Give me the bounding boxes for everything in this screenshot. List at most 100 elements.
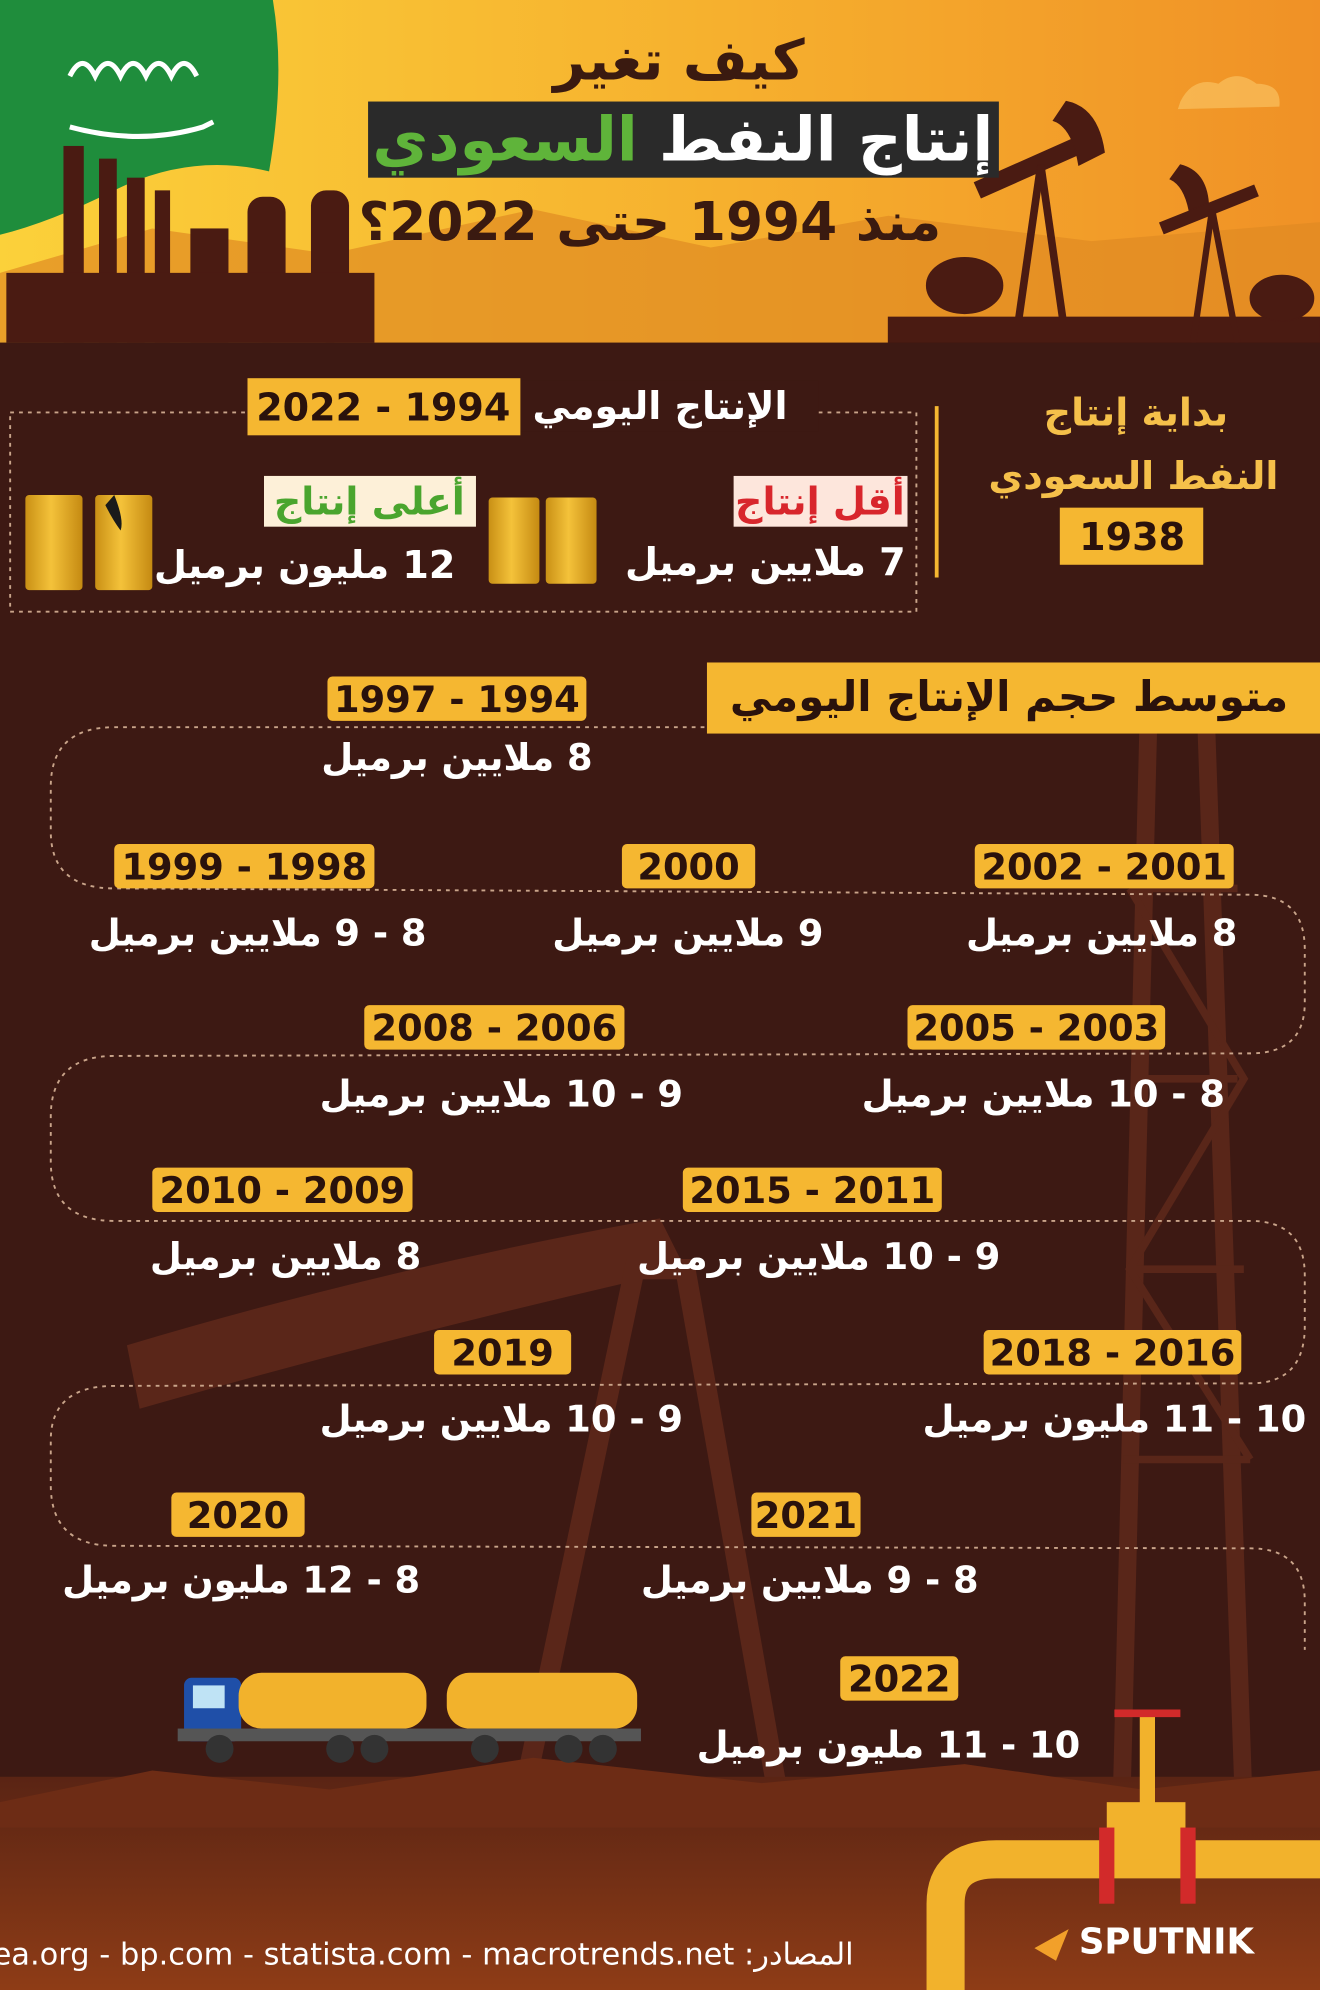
- period-box: [434, 1330, 572, 1375]
- tanker-truck: [177, 1672, 641, 1763]
- tanker-truck-part: [205, 1734, 234, 1763]
- highest-label: أعلى إنتاج: [274, 476, 465, 524]
- lowest-label: أقل إنتاج: [735, 476, 905, 524]
- period: 2021: [755, 1494, 857, 1537]
- start-label: النفط السعودي: [988, 454, 1278, 498]
- flag-part: [69, 119, 215, 139]
- period-box: [114, 843, 375, 889]
- barrels-part: [25, 494, 83, 591]
- period: 2001 - 2002: [981, 845, 1227, 888]
- tanker-truck-part: [588, 1734, 617, 1763]
- tanker-truck-part: [470, 1734, 499, 1763]
- tanker-truck-part: [360, 1734, 389, 1763]
- period-box: [840, 1656, 959, 1701]
- pump-jacks-part: [1249, 274, 1315, 322]
- amount: 9 - 10 ملايين برميل: [320, 1072, 683, 1115]
- title-box: [368, 101, 999, 178]
- period-box: [907, 1005, 1166, 1050]
- sources: المصادر: iea.org - bp.com - statista.com…: [0, 1937, 854, 1972]
- tanker-truck-part: [177, 1728, 641, 1742]
- barrels-part: [105, 494, 122, 531]
- amount: 8 - 9 ملايين برميل: [89, 911, 427, 954]
- body-background-part: [472, 1258, 823, 1990]
- amount: 10 - 11 مليون برميل: [923, 1397, 1307, 1440]
- pump-jacks-part: [1011, 164, 1045, 344]
- pump-jacks-part: [973, 131, 1096, 199]
- timeline: 1994 - 1997 8 ملايين برميل 2001 - 2002 8 مل…: [62, 676, 1307, 1767]
- title-highlight: السعودي: [372, 104, 637, 175]
- body-background: [0, 342, 1320, 1990]
- daily-period: 1994 - 2022: [256, 385, 510, 429]
- title-line-3: منذ 1994 حتى 2022؟: [358, 191, 941, 253]
- tanker-truck-part: [192, 1685, 225, 1709]
- period-box: [751, 1492, 861, 1537]
- tanker-truck-part: [238, 1672, 427, 1729]
- barrels-part: [488, 497, 540, 584]
- barrels: [25, 494, 597, 591]
- pump-jacks-part: [887, 316, 1320, 344]
- period: 2020: [187, 1494, 289, 1537]
- start-label: بداية إنتاج: [1044, 390, 1229, 435]
- amount: 9 - 10 ملايين برميل: [637, 1235, 1000, 1278]
- logo-mark: [1034, 1929, 1069, 1961]
- pipeline: [926, 1709, 1320, 1990]
- lowest-label-box: [733, 475, 908, 527]
- daily-title-bg: [514, 380, 819, 432]
- pipeline-part: [1099, 1827, 1115, 1904]
- average-title: متوسط حجم الإنتاج اليومي: [730, 672, 1288, 722]
- refinery-silhouette-part: [6, 272, 375, 343]
- amount: 8 ملايين برميل: [150, 1235, 421, 1278]
- pipeline-part: [1180, 1827, 1196, 1904]
- header-background-part: [1177, 76, 1280, 110]
- pump-jacks: [887, 100, 1320, 344]
- pump-jacks-part: [1189, 208, 1216, 344]
- barrels-part: [95, 494, 153, 591]
- average-title-box: [706, 662, 1320, 734]
- pump-jacks-part: [1169, 164, 1209, 212]
- period: 2000: [637, 845, 739, 888]
- period-box: [974, 843, 1234, 889]
- amount: 9 - 10 ملايين برميل: [320, 1397, 683, 1440]
- period-box: [364, 1005, 625, 1050]
- barrels-part: [545, 497, 597, 584]
- tanker-truck-part: [446, 1672, 638, 1729]
- period: 1994 - 1997: [334, 678, 580, 721]
- tanker-truck-part: [326, 1734, 355, 1763]
- period-box: [171, 1492, 305, 1537]
- highest-label-box: [264, 475, 476, 527]
- body-background-part: [0, 1757, 1320, 1828]
- start-year: 1938: [1079, 515, 1185, 559]
- period: 2006 - 2008: [371, 1006, 617, 1049]
- title-line-1: كيف تغير: [550, 28, 805, 93]
- title-line-2: إنتاج النفط السعودي: [372, 104, 993, 175]
- amount: 8 ملايين برميل: [966, 911, 1237, 954]
- lowest-amount: 7 ملايين برميل: [625, 540, 906, 584]
- daily-title: الإنتاج اليومي: [532, 384, 787, 428]
- period-box: [327, 676, 587, 721]
- amount: 8 - 12 مليون برميل: [62, 1559, 420, 1602]
- sources-label: المصادر:: [744, 1937, 854, 1972]
- period: 2022: [848, 1658, 950, 1701]
- tanker-truck-part: [554, 1734, 583, 1763]
- amount: 9 ملايين برميل: [552, 911, 823, 954]
- flag-part: [67, 60, 200, 82]
- period: 2009 - 2010: [160, 1169, 406, 1212]
- period: 2016 - 2018: [990, 1331, 1236, 1374]
- period-box: [621, 843, 756, 889]
- sources-list: iea.org - bp.com - statista.com - macrot…: [0, 1937, 734, 1972]
- period: 2003 - 2005: [913, 1006, 1159, 1049]
- amount: 8 - 9 ملايين برميل: [641, 1559, 979, 1602]
- highest-amount: 12 مليون برميل: [154, 543, 456, 587]
- logo: SPUTNIK: [1079, 1921, 1256, 1962]
- period-box: [152, 1167, 413, 1213]
- pump-jacks-part: [1036, 164, 1070, 344]
- period-box: [682, 1167, 942, 1213]
- title-main: إنتاج النفط: [659, 104, 993, 175]
- pump-jacks-part: [1208, 208, 1241, 344]
- amount: 8 - 10 ملايين برميل: [862, 1072, 1225, 1115]
- pipeline-part: [926, 1840, 1320, 1990]
- period-box: [983, 1330, 1242, 1375]
